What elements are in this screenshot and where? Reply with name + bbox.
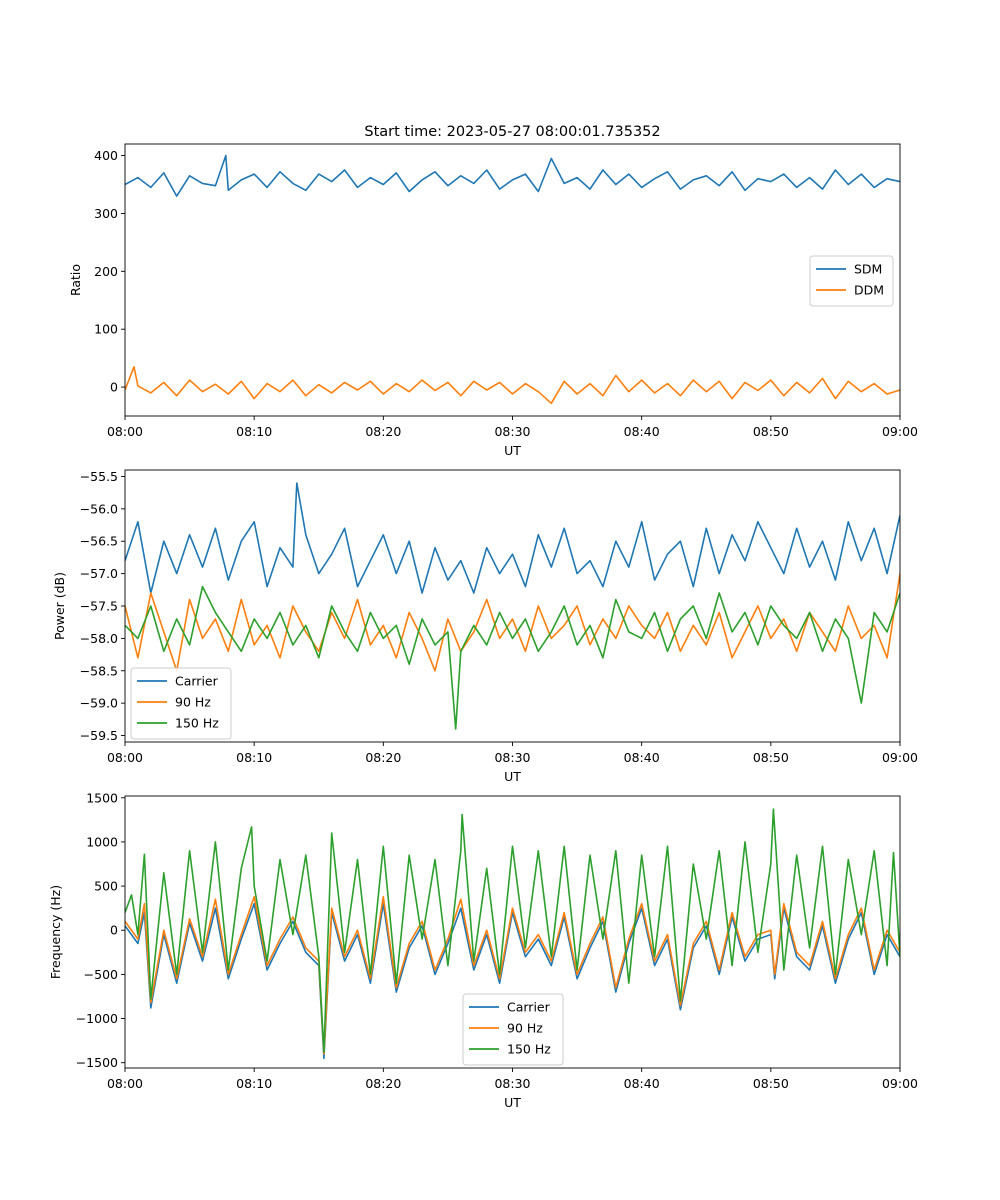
y-tick-label: 1500 <box>86 790 118 805</box>
series-line-ddm <box>125 365 900 405</box>
x-axis-label: UT <box>504 769 521 784</box>
x-tick-label: 09:00 <box>882 424 918 439</box>
legend-label: DDM <box>854 283 884 298</box>
y-tick-label: −500 <box>84 967 118 982</box>
x-tick-label: 08:00 <box>107 1076 143 1091</box>
y-tick-label: 500 <box>94 879 118 894</box>
x-tick-label: 08:00 <box>107 424 143 439</box>
x-tick-label: 08:50 <box>753 1076 789 1091</box>
figure-title: Start time: 2023-05-27 08:00:01.735352 <box>364 124 660 140</box>
x-tick-label: 08:40 <box>624 424 660 439</box>
y-axis-label: Frequency (Hz) <box>48 885 63 979</box>
y-axis-label: Ratio <box>68 264 83 296</box>
x-tick-label: 08:30 <box>494 1076 530 1091</box>
y-tick-label: −55.5 <box>80 469 118 484</box>
y-tick-label: −57.5 <box>80 599 118 614</box>
legend: Carrier 90 Hz 150 Hz <box>130 667 232 740</box>
series-group <box>125 808 900 1060</box>
y-tick-label: −58.0 <box>80 631 118 646</box>
y-tick-label: 1000 <box>86 834 118 849</box>
x-tick-label: 09:00 <box>882 750 918 765</box>
y-tick-label: 200 <box>94 264 118 279</box>
legend-label: 90 Hz <box>175 695 211 710</box>
y-tick-label: 400 <box>94 148 118 163</box>
x-tick-label: 08:10 <box>236 424 272 439</box>
legend-label: 150 Hz <box>507 1042 551 1057</box>
y-tick-label: −58.5 <box>80 663 118 678</box>
chart-panel-3: 08:00 08:10 08:20 08:30 08:40 08:50 09:00 1500 1… <box>48 790 918 1110</box>
legend-box <box>462 993 564 1066</box>
legend-label: SDM <box>854 262 882 277</box>
legend-label: Carrier <box>175 674 219 689</box>
x-tick-label: 08:30 <box>494 750 530 765</box>
x-tick-label: 08:20 <box>365 1076 401 1091</box>
legend-label: 90 Hz <box>507 1021 543 1036</box>
x-tick-label: 09:00 <box>882 1076 918 1091</box>
series-group <box>125 154 900 405</box>
legend: SDM DDM <box>809 255 894 307</box>
series-line-sdm <box>125 154 900 197</box>
x-tick-label: 08:00 <box>107 750 143 765</box>
x-tick-label: 08:50 <box>753 424 789 439</box>
series-line-carrier <box>125 482 900 594</box>
series-line-150-hz <box>125 808 900 1053</box>
chart-panel-2: 08:00 08:10 08:20 08:30 08:40 08:50 09:00 −55.5… <box>52 469 918 784</box>
legend: Carrier 90 Hz 150 Hz <box>462 993 564 1066</box>
y-tick-label: −56.5 <box>80 534 118 549</box>
x-tick-label: 08:20 <box>365 750 401 765</box>
y-tick-label: −59.5 <box>80 728 118 743</box>
legend-box <box>130 667 232 740</box>
x-axis-label: UT <box>504 1095 521 1110</box>
x-tick-label: 08:50 <box>753 750 789 765</box>
y-tick-label: −1500 <box>76 1055 118 1070</box>
y-tick-label: −57.0 <box>80 566 118 581</box>
legend-label: 150 Hz <box>175 716 219 731</box>
x-axis-label: UT <box>504 443 521 458</box>
y-tick-label: −56.0 <box>80 501 118 516</box>
x-tick-label: 08:20 <box>365 424 401 439</box>
y-tick-label: −59.0 <box>80 696 118 711</box>
y-axis-label: Power (dB) <box>52 572 67 640</box>
legend-label: Carrier <box>507 1000 551 1015</box>
y-tick-label: 100 <box>94 322 118 337</box>
x-tick-label: 08:10 <box>236 750 272 765</box>
y-tick-label: 0 <box>110 380 118 395</box>
panels: 08:00 08:10 08:20 08:30 08:40 08:50 09:00 0 100 2… <box>48 143 918 1110</box>
y-tick-label: 0 <box>110 923 118 938</box>
chart-panel-1: 08:00 08:10 08:20 08:30 08:40 08:50 09:00 0 100 2… <box>68 143 918 458</box>
series-line-90-hz <box>125 895 900 1055</box>
y-tick-label: 300 <box>94 206 118 221</box>
series-line-150-hz <box>125 585 900 730</box>
x-tick-label: 08:40 <box>624 750 660 765</box>
series-line-90-hz <box>125 573 900 672</box>
x-tick-label: 08:40 <box>624 1076 660 1091</box>
x-tick-label: 08:10 <box>236 1076 272 1091</box>
series-group <box>125 482 900 730</box>
y-tick-label: −1000 <box>76 1011 118 1026</box>
x-tick-label: 08:30 <box>494 424 530 439</box>
